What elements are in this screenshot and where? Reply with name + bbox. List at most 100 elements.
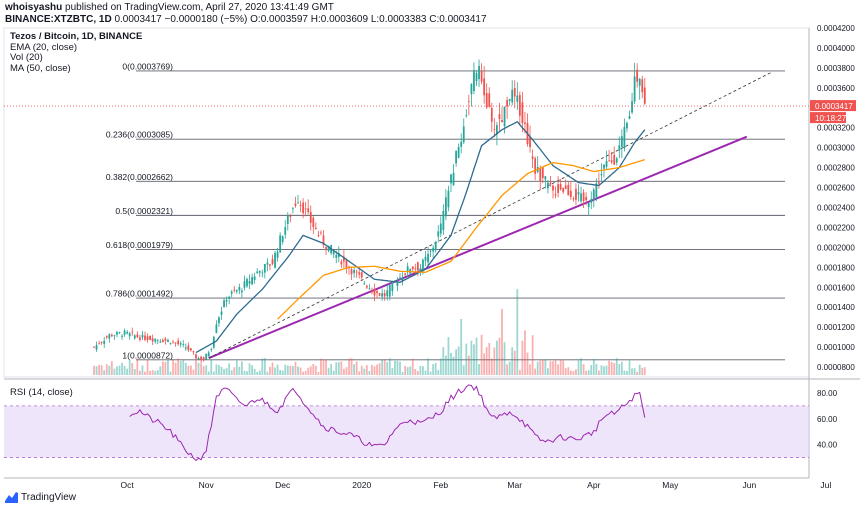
volume-bar: [391, 368, 394, 375]
volume-bar: [432, 364, 435, 375]
candle-body: [636, 69, 639, 82]
candle-body: [587, 203, 590, 208]
volume-bar: [212, 371, 215, 375]
candle-body: [103, 340, 106, 344]
volume-bar: [559, 359, 562, 375]
ma-legend[interactable]: MA (50, close): [10, 62, 71, 74]
candle-body: [516, 95, 519, 102]
fib-level-label: 0(0.0003769): [122, 61, 173, 71]
candle-body: [569, 190, 572, 198]
symbol-header: BINANCE:XTZBTC, 1D 0.0003417 −0.0000180 …: [5, 14, 487, 25]
candle-body: [131, 331, 134, 333]
candle-body: [404, 273, 406, 275]
volume-bar: [547, 368, 549, 375]
candle-body: [289, 216, 292, 217]
volume-bar: [167, 359, 169, 375]
price-tick-label: 0.0002400: [817, 203, 855, 212]
chart-frame: [3, 27, 860, 479]
volume-bar: [195, 358, 197, 375]
volume-bar: [598, 370, 600, 375]
price-tick-label: 0.0003000: [817, 144, 855, 153]
fib-level-label: 0.5(0.0002321): [115, 206, 173, 216]
volume-bar: [358, 371, 361, 375]
candle-body: [457, 146, 460, 158]
author-name[interactable]: whoisyashu: [5, 2, 63, 13]
volume-bar: [289, 365, 292, 375]
time-tick-label: Jun: [742, 480, 756, 490]
volume-bar: [151, 369, 154, 375]
candle-body: [539, 168, 542, 182]
vol-legend[interactable]: Vol (20): [10, 52, 43, 63]
volume-bar: [564, 368, 567, 375]
volume-bar: [93, 365, 95, 375]
candle-body: [521, 102, 524, 124]
candle-body: [353, 270, 355, 273]
candle-body: [258, 270, 261, 273]
symbol-name[interactable]: BINANCE:XTZBTC, 1D: [5, 14, 112, 25]
candle-body: [383, 293, 386, 297]
candle-body: [478, 65, 480, 80]
volume-bar: [330, 364, 333, 375]
candle-body: [151, 338, 154, 342]
volume-bar: [643, 367, 646, 375]
candle-body: [146, 336, 149, 340]
candle-body: [174, 342, 177, 344]
volume-bar: [174, 362, 177, 375]
candle-body: [299, 204, 302, 206]
candle-body: [284, 227, 287, 235]
candle-body: [332, 251, 335, 255]
volume-bar: [116, 366, 118, 375]
volume-bar: [297, 366, 299, 375]
volume-bar: [274, 367, 276, 375]
volume-bar: [154, 371, 157, 375]
candle-body: [136, 334, 139, 338]
candle-body: [615, 158, 618, 163]
fib-retracement[interactable]: 0(0.0003769) 0.236(0.0003085) 0.382(0.0002…: [106, 61, 785, 360]
volume-bar: [256, 371, 259, 375]
candle-body: [419, 268, 422, 272]
candle-body: [376, 291, 378, 293]
candle-body: [467, 101, 470, 103]
rsi-legend[interactable]: RSI (14, close): [10, 387, 73, 398]
volume-bar: [452, 356, 455, 375]
low-value: 0.0003383: [379, 14, 427, 25]
series-title[interactable]: Tezos / Bitcoin, 1D, BINANCE: [10, 31, 143, 42]
support-trendline[interactable]: [208, 135, 748, 359]
volume-bar: [113, 368, 116, 375]
candle-body: [167, 340, 169, 342]
volume-bar: [508, 361, 511, 375]
volume-bar: [493, 347, 496, 375]
candle-body: [455, 151, 457, 164]
volume-bar: [368, 371, 371, 375]
price-tick-label: 0.0002600: [817, 184, 855, 193]
volume-bar: [230, 370, 233, 375]
candle-body: [416, 262, 419, 271]
trendlines[interactable]: [208, 71, 773, 359]
dashed-trendline[interactable]: [208, 71, 773, 359]
candle-body: [470, 84, 473, 95]
ema-legend[interactable]: EMA (20, close): [10, 41, 78, 53]
candle-body: [98, 343, 100, 345]
volume-bar: [511, 347, 514, 375]
volume-bar: [159, 366, 162, 375]
volume-bar: [567, 367, 570, 375]
candle-body: [314, 227, 317, 229]
candle-body: [381, 293, 384, 297]
candle-body: [184, 347, 187, 349]
volume-bar: [340, 361, 343, 375]
volume-bar: [304, 370, 307, 375]
volume-bar: [335, 362, 338, 375]
fib-level-label: 1(0.0000872): [122, 350, 173, 360]
volume-bar: [618, 363, 621, 375]
tradingview-brand[interactable]: TradingView: [5, 491, 76, 503]
candle-body: [190, 348, 192, 351]
volume-bar: [498, 337, 501, 375]
volume-bar: [633, 368, 636, 375]
candle-body: [371, 291, 373, 293]
volume-bar: [580, 358, 582, 375]
candle-body: [496, 125, 498, 135]
volume-bar: [381, 359, 384, 375]
price-tick-label: 0.0004200: [817, 24, 855, 33]
